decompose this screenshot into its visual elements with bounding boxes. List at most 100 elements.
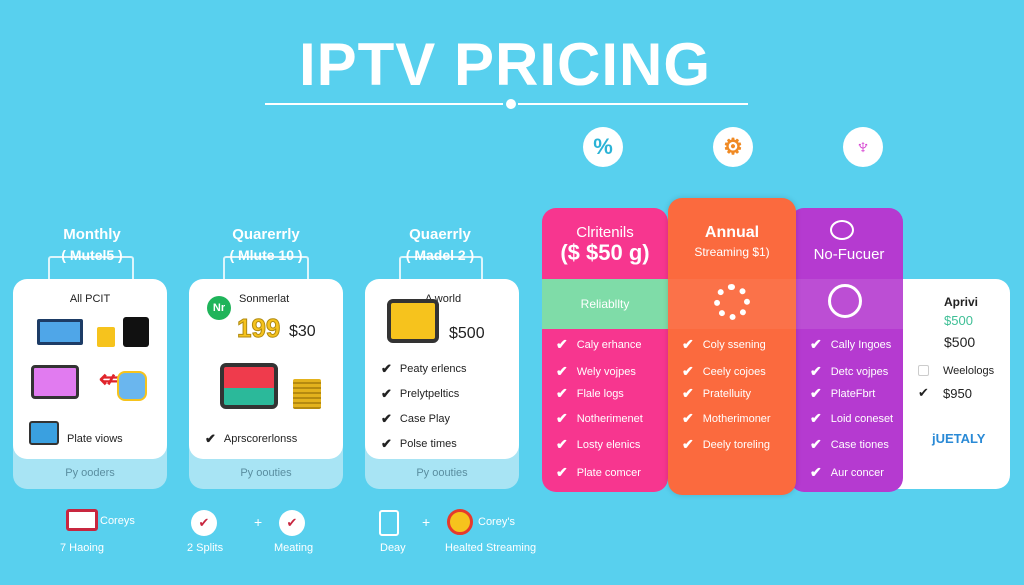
checkbox[interactable]	[918, 365, 929, 376]
trophy-icon	[447, 509, 473, 535]
feature-item: ✔ Plate comcer	[556, 464, 641, 480]
checked-price: $950	[943, 386, 972, 401]
price-big: 199	[236, 313, 281, 344]
feature-item: ✔ Coly ssening	[682, 336, 766, 352]
feature-text: Aprscorerlonss	[223, 433, 298, 445]
feature-text: Peaty erlencs	[399, 363, 467, 375]
tv-icon	[29, 421, 59, 445]
feature-text: Losty elenics	[576, 438, 641, 451]
gear-icon: ⚙	[713, 127, 753, 167]
divider-dot	[506, 99, 516, 109]
plan-card-monthly[interactable]: All PCIT ⇍ Plate viows Py ooders	[13, 279, 167, 489]
plan-column-criteria[interactable]: Clritenils ($ $50 g) Reliabllty ✔ Caly er…	[542, 208, 668, 492]
feature-item: ✔ Caly erhance	[556, 336, 642, 352]
tags-icon	[117, 371, 147, 401]
feature-item: ✔ Ceely cojoes	[682, 363, 766, 379]
film-icon	[123, 317, 149, 347]
plan-sub: ( Mlute 10 )	[229, 247, 303, 263]
feature-text: Cally Ingoes	[830, 338, 892, 351]
badge: Nr	[207, 296, 231, 320]
feature-item: ✔ PlateFbrt	[810, 385, 876, 401]
divider	[265, 103, 503, 105]
tv-icon	[220, 363, 278, 409]
page-title: IPTV PRICING	[298, 31, 712, 98]
feature-text: Aur concer	[830, 466, 884, 479]
feature-item: ✔ Polse times	[381, 436, 457, 451]
price: $500	[944, 334, 976, 350]
butterfly-icon: ♆	[843, 127, 883, 167]
flower-icon	[714, 284, 750, 320]
feature-text: Ceely cojoes	[702, 365, 766, 378]
coins-icon	[293, 379, 321, 409]
globe-badge-icon	[830, 220, 854, 240]
monitor-icon	[66, 509, 98, 531]
plan-card-quarterly-2[interactable]: A world $500 ✔ Peaty erlencs ✔ Prelytpelti…	[365, 279, 519, 489]
column-title: Annual	[704, 224, 760, 241]
column-price: ($ $50 g)	[560, 240, 650, 265]
check-circle-icon: ✔	[279, 510, 305, 536]
price: $500	[449, 325, 485, 342]
feature-text: Notherimenet	[576, 412, 643, 425]
plan-card-quarterly[interactable]: Nr Sonmerlat 199 $30 ✔ Aprscorerlonss Py …	[189, 279, 343, 489]
check-circle-icon: ✔	[191, 510, 217, 536]
globe-icon	[828, 284, 862, 318]
feature-text: Case tiones	[830, 438, 889, 451]
bottom-caption: Healted Streaming	[445, 542, 537, 554]
feature-item: ✔ Aprscorerlonss	[205, 431, 298, 446]
feature-item: ✔ Losty elenics	[556, 436, 641, 452]
feature-text: Wely vojpes	[576, 365, 636, 378]
feature-item: ✔ Prelytpeltics	[381, 386, 460, 401]
percent-icon: %	[583, 127, 623, 167]
bracket	[399, 256, 483, 280]
feature-item: ✔ Motherimoner	[682, 410, 771, 426]
plan-label: Quaerrly	[409, 226, 471, 243]
feature-text: Loid coneset	[830, 412, 894, 425]
screen-icon	[31, 365, 79, 399]
plan-column-annual[interactable]: Annual Streaming $1) ✔ Coly ssening ✔ Ceel…	[668, 198, 796, 495]
arrow-icon: ⇍	[99, 366, 120, 393]
logo: jUETALY	[932, 431, 986, 446]
feature-text: Plate comcer	[576, 466, 641, 479]
feature-text: Coly ssening	[702, 338, 766, 351]
feature-text: Prelytpeltics	[399, 388, 460, 400]
option-label: Weelologs	[943, 365, 995, 377]
feature-item: ✔ Case tiones	[810, 436, 889, 452]
feature-item: ✔ Pratelluity	[682, 385, 752, 401]
feature-item: ✔ Cally Ingoes	[810, 336, 892, 352]
feature-item: ✔ Deely toreling	[682, 436, 770, 452]
card-footer: Py oouties	[416, 467, 468, 479]
feature-text: Case Play	[399, 413, 451, 425]
folder-icon	[387, 299, 439, 343]
feature-item: ✔ Case Play	[381, 411, 451, 426]
feature-item: ✔ Loid coneset	[810, 410, 894, 426]
card-heading: Sonmerlat	[239, 293, 290, 305]
feature-text: Pratelluity	[702, 387, 752, 400]
price-green: $500	[944, 313, 973, 328]
feature-item: ✔ Aur concer	[810, 464, 884, 480]
bottom-caption: 2 Splits	[187, 542, 224, 554]
plan-column-no-fucuer[interactable]: No-Fucuer ✔ Cally Ingoes ✔ Detc vojpes ✔ Pl…	[790, 208, 903, 492]
card-footer: Py oouties	[240, 467, 292, 479]
tv-grid-icon	[37, 319, 83, 345]
plan-label: Quarerrly	[232, 226, 300, 243]
plan-label: Monthly	[63, 226, 121, 243]
bracket	[223, 256, 309, 280]
card-caption: Plate viows	[67, 433, 123, 445]
column-subtitle: Streaming $1)	[694, 245, 770, 259]
feature-text: Motherimoner	[702, 412, 771, 425]
feature-text: Deely toreling	[702, 438, 770, 451]
divider	[518, 103, 748, 105]
plan-sub: ( Madel 2 )	[405, 247, 475, 263]
reliability-band: Reliabllty	[542, 279, 668, 329]
feature-item: ✔ Wely vojpes	[556, 363, 636, 379]
bottom-caption: Meating	[274, 542, 314, 554]
price: $30	[289, 323, 316, 340]
column-title: No-Fucuer	[813, 246, 885, 263]
bottom-label: Corey's	[478, 516, 515, 528]
feature-text: Polse times	[399, 438, 457, 450]
card-footer: Py ooders	[65, 467, 115, 479]
feature-item: ✔ Detc vojpes	[810, 363, 889, 379]
plan-sub: ( Mutel5 )	[61, 247, 123, 263]
devices-icon	[379, 510, 399, 536]
bag-icon	[97, 327, 115, 347]
